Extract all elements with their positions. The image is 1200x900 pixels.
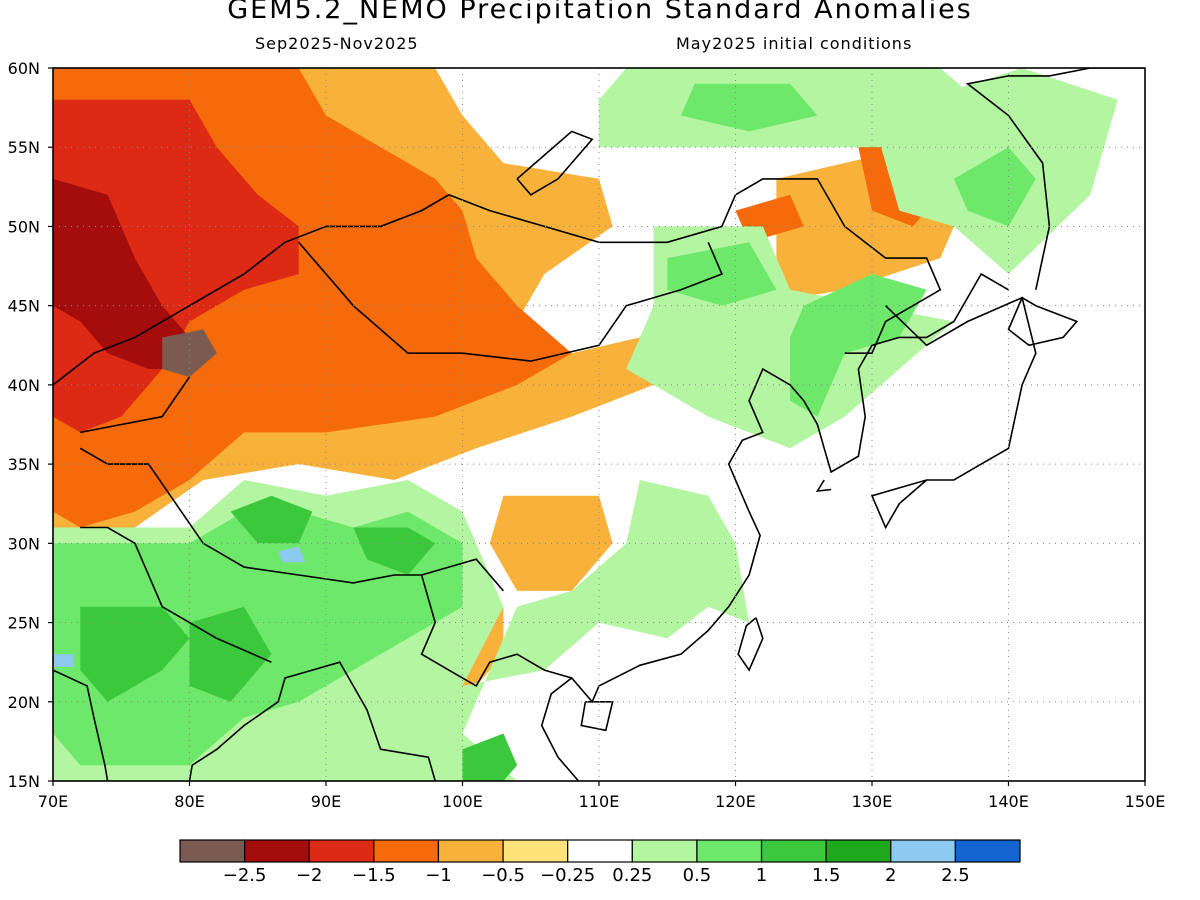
coastline-segment (516, 130, 594, 196)
lon-tick-label: 140E (988, 792, 1029, 811)
anomaly-region-green (680, 83, 818, 132)
lon-tick-label: 130E (852, 792, 893, 811)
anomaly-region-brown (162, 329, 217, 377)
lon-tick-label: 120E (715, 792, 756, 811)
graticule (53, 68, 1145, 781)
anomaly-fields (53, 68, 1118, 781)
lat-tick-label: 25N (8, 614, 40, 633)
coastline-segment (965, 68, 1145, 290)
lat-tick-label: 50N (8, 217, 40, 236)
coastline-segment (53, 669, 109, 781)
colorbar-label: −2.5 (223, 865, 267, 886)
colorbar-label: −1 (425, 865, 452, 886)
colorbar-label: 0.25 (612, 865, 652, 886)
longitude-axis: 70E 80E 90E 100E 110E 120E 130E 140E 150E (38, 781, 1166, 811)
colorbar-swatch (567, 839, 633, 863)
anomaly-region-blue_light (278, 546, 306, 563)
anomaly-region-darkred (53, 178, 190, 369)
colorbar-swatch (308, 839, 375, 863)
colorbar-label: 1 (756, 865, 767, 886)
colorbar-swatch (179, 839, 246, 863)
colorbar-label: 2 (885, 865, 896, 886)
colorbar-swatch (502, 839, 569, 863)
colorbar-label: −2 (296, 865, 323, 886)
colorbar-swatch (696, 839, 763, 863)
colorbar-swatch (954, 839, 1021, 863)
coastline-segment (580, 701, 614, 732)
anomaly-region-green_mid (189, 606, 272, 702)
lon-tick-label: 80E (174, 792, 204, 811)
colorbar-swatch (244, 839, 310, 863)
lon-tick-label: 90E (311, 792, 341, 811)
colorbar-label: 0.5 (683, 865, 712, 886)
coastline-segment (421, 558, 505, 592)
colorbar-swatch (373, 839, 440, 863)
latitude-axis: 60N 55N 50N 45N 40N 35N 30N 25N 20N 15N (8, 59, 53, 791)
anomaly-region-green_mid (462, 733, 518, 781)
lat-tick-label: 30N (8, 534, 40, 553)
colorbar-label: 1.5 (812, 865, 841, 886)
map-title: GEM5.2_NEMO Precipitation Standard Anoma… (227, 0, 973, 25)
lon-tick-label: 150E (1125, 792, 1166, 811)
coastline-segment (737, 617, 764, 672)
colorbar-label: −0.25 (540, 865, 595, 886)
initial-conditions: May2025 initial conditions (676, 34, 913, 53)
colorbar-swatch (437, 839, 504, 863)
lon-tick-label: 100E (442, 792, 483, 811)
colorbar-swatch (760, 839, 827, 863)
anomaly-region-green (953, 147, 1036, 227)
anomaly-region-green (790, 274, 927, 417)
lat-tick-label: 60N (8, 59, 40, 78)
coastline-segment (1007, 296, 1079, 347)
lat-tick-label: 45N (8, 297, 40, 316)
coastline-segment (79, 447, 572, 687)
lat-tick-label: 15N (8, 772, 40, 791)
colorbar-swatch (825, 839, 892, 863)
forecast-period: Sep2025-Nov2025 (255, 34, 419, 53)
coastline-segment (815, 479, 832, 492)
anomaly-region-blue_light (53, 654, 74, 667)
coastline-segment (870, 296, 1037, 530)
anomaly-region-green_mid (353, 527, 436, 575)
lon-tick-label: 70E (38, 792, 68, 811)
colorbar-label: −0.5 (481, 865, 525, 886)
lon-tick-label: 110E (579, 792, 620, 811)
coastline-segment (80, 526, 272, 663)
lat-tick-label: 20N (8, 693, 40, 712)
coastline-segment (298, 241, 723, 362)
lat-tick-label: 40N (8, 376, 40, 395)
lat-tick-label: 55N (8, 138, 40, 157)
coastline-segment (188, 661, 436, 781)
anomaly-region-green_mid (80, 606, 190, 702)
anomaly-region-green_mid (230, 495, 313, 544)
coastline-segment (80, 376, 191, 434)
colorbar-swatch (890, 839, 956, 863)
colorbar-swatch (631, 839, 698, 863)
coastline-segment (540, 272, 1009, 781)
colorbar: −2.5 −2 −1.5 −1 −0.5 −0.25 0.25 0.5 1 1.5 2 2.5 (179, 839, 1021, 886)
colorbar-label: −1.5 (352, 865, 396, 886)
lat-tick-label: 35N (8, 455, 40, 474)
colorbar-label: 2.5 (941, 865, 970, 886)
